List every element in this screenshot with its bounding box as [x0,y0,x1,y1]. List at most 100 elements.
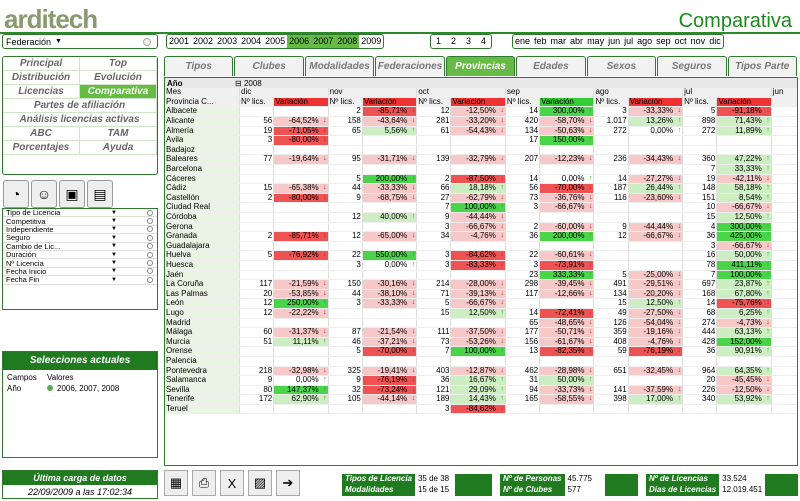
filter-row[interactable]: Duración ▼ [3,250,157,260]
tab-6[interactable]: Sexos [586,56,657,76]
table-row[interactable]: Granada 2 -85,71% ↓ 12 -65,00% ↓ 34 -4,76% ↓ 36 200… [165,231,797,242]
lics-col-header[interactable]: Nº lics. [505,97,541,108]
filter-row[interactable]: Tipo de Licencia ▼ [3,208,157,218]
variation-col-header[interactable]: Variación [362,97,418,108]
table-row[interactable]: Salamanca 9 0,00% ↑ 9 -76,19% ↓ 36 16,67% ↑ 31 50,0… [165,375,797,386]
table-row[interactable]: Jaén 23 333,33% ↑ 5 -25,00% ↓ 7 100,00% ↑ [165,270,797,281]
table-row[interactable]: Badajoz [165,145,797,156]
month-feb[interactable]: feb [534,36,547,46]
variation-col-header[interactable]: Variación [539,97,595,108]
tab-4[interactable]: Provincias [445,56,516,76]
table-row[interactable]: Ávila 3 -80,00% ↓ 17 150,00% ↑ [165,135,797,146]
tab-8[interactable]: Tipos Parte [727,56,797,76]
year-2006[interactable]: 2006 [287,35,312,48]
number-1[interactable]: 1 [436,36,442,46]
number-2[interactable]: 2 [451,36,457,46]
lics-col-header[interactable]: Nº lics. [239,97,275,108]
tab-0[interactable]: Tipos Licencia [164,56,234,91]
export-arrow-icon[interactable]: ➔ [276,470,300,496]
year-2004[interactable]: 2004 [241,36,262,46]
filter-row[interactable]: Independiente ▼ [3,225,157,235]
table-row[interactable]: Baleares 77 -19,64% ↓ 95 -31,71% ↓ 139 -32,79% ↓ 2… [165,154,797,166]
variation-col-header[interactable]: Variación [450,97,506,108]
year-2008[interactable]: 2008 [335,35,360,48]
menu-item[interactable]: TAM [80,127,157,140]
tab-2[interactable]: Modalidades [304,56,375,76]
menu-item[interactable]: Partes de afiliación [3,99,157,112]
table-row[interactable]: Huesca 3 0,00% ↑ 3 -83,33% ↓ 3 -73,91% ↓ 78 411,11%… [165,260,797,271]
month-oct[interactable]: oct [674,36,687,46]
table-row[interactable]: Las Palmas 20 -53,85% ↓ 44 -38,10% ↓ 71 -39,13% ↓… [165,289,797,300]
lics-col-header[interactable]: Nº lics. [593,97,629,108]
table-row[interactable]: Ciudad Real 7 100,00% ↑ 3 -66,67% ↓ 10 -66,67% ↓ [165,202,797,213]
table-row[interactable]: León 12 250,00% ↑ 3 -33,33% ↓ 5 -66,67% ↓ 15 12,50%… [165,298,797,309]
year-2007[interactable]: 2007 [311,35,336,48]
filter-row[interactable]: Fecha Fin ▼ [3,275,157,285]
table-row[interactable]: Gerona 3 -66,67% ↓ 2 -60,00% ↓ 9 -44,44% ↓ 4 300,00… [165,222,797,233]
menu-item[interactable]: Top [80,57,157,70]
month-ago[interactable]: ago [637,36,653,46]
filter-row[interactable]: Cambio de Lic... ▼ [3,242,157,251]
table-row[interactable]: Málaga 60 -31,37% ↓ 87 -21,54% ↓ 111 -37,50% ↓ 177… [165,327,797,338]
person-icon[interactable]: ☺ [31,180,57,208]
table-row[interactable]: Almería 19 -71,05% ↓ 65 5,56% ↑ 61 -54,43% ↓ 134 -5… [165,126,797,137]
table-row[interactable]: Orense 5 -70,00% ↓ 7 100,00% ↑ 13 -82,35% ↓ 59 -76,… [165,346,797,357]
menu-item[interactable]: Ayuda [80,141,157,154]
table-row[interactable]: Sevilla 80 147,37% ↑ 32 -73,24% ↓ 121 29,09% ↑ 94-… [165,385,797,396]
month-abr[interactable]: abr [570,36,584,46]
table-row[interactable]: Huelva 5 -76,92% ↓ 22 550,00% ↑ 3 -84,62% ↓ 22 -60,… [165,250,797,261]
document-icon[interactable]: ▤ [87,180,113,208]
number-3[interactable]: 3 [466,36,472,46]
year-2001[interactable]: 2001 [169,36,190,46]
table-row[interactable]: Lugo 12 -22,22% ↓ 15 12,50% ↑ 14 -72,41% ↓ 49 -27,5… [165,308,797,319]
table-row[interactable]: Guadalajara 3 -66,67% ↓ [165,241,797,252]
chart-icon[interactable]: ◔ [3,180,29,208]
table-row[interactable]: Teruel 3 -84,62% ↓ [165,404,797,415]
variation-col-header[interactable]: Variación [273,97,329,108]
menu-item[interactable]: Principal [3,57,80,70]
federacion-select[interactable]: Federación ▼ [2,34,158,49]
variation-col-header[interactable]: Variación [628,97,684,108]
province-col-header[interactable]: Provincia C... [165,97,241,108]
excel-icon[interactable]: X [220,470,244,496]
tab-5[interactable]: Edades [516,56,586,76]
table-row[interactable]: La Coruña 117 -21,59% ↓ 150 -30,16% ↓ 214 -28,00… [165,279,797,290]
table-row[interactable]: Cáceres 5 200,00% ↑ 2 -87,50% ↓ 14 0,00% ↑ 14 -27,2… [165,174,797,185]
lics-col-header[interactable]: Nº lics. [328,97,363,108]
menu-item[interactable]: Comparativa [80,85,157,98]
variation-col-header[interactable]: Variación [716,97,772,108]
menu-item[interactable]: Licencias [3,85,80,98]
year-2002[interactable]: 2002 [193,36,214,46]
filter-row[interactable]: Fecha Inicio ▼ [3,267,157,277]
month-jul[interactable]: jul [624,36,634,46]
menu-item[interactable]: Porcentajes [3,141,80,154]
menu-item[interactable]: Evolución [80,71,157,84]
table-row[interactable]: Pontevedra 218 -32,98% ↓ 325 -19,41% ↓ 403 -12,8… [165,366,797,377]
table-row[interactable]: Barcelona 7 33,33% ↑ [165,164,797,175]
cube-icon[interactable]: ▣ [59,180,85,208]
table-row[interactable]: Palencia [165,356,797,367]
table-row[interactable]: Tenerife 172 62,90% ↑ 105 -44,14% ↓ 189 14,43% ↑ 1… [165,394,797,405]
month-may[interactable]: may [587,36,605,46]
year-2009[interactable]: 2009 [361,36,382,46]
month-nov[interactable]: nov [690,36,706,46]
image-icon[interactable]: ▨ [248,470,272,496]
menu-item[interactable]: ABC [3,127,80,140]
tab-7[interactable]: Seguros [657,56,727,76]
filter-row[interactable]: Competitiva ▼ [3,217,157,226]
number-4[interactable]: 4 [481,36,487,46]
table-icon[interactable]: ▦ [164,470,188,496]
year-2005[interactable]: 2005 [265,36,286,46]
year-2003[interactable]: 2003 [217,36,238,46]
month-mar[interactable]: mar [550,36,567,46]
print-icon[interactable]: ⎙ [192,470,216,496]
table-row[interactable]: Córdoba 12 40,00% ↑ 9 -44,44% ↓ 15 12,50% ↑ [165,212,797,223]
menu-item[interactable]: Análisis licencias activas [3,113,157,126]
month-dic[interactable]: dic [709,36,721,46]
filter-row[interactable]: Nº Licencia ▼ [3,259,157,268]
selection-row[interactable]: Año 2006, 2007, 2008 [3,382,157,395]
table-row[interactable]: Castellón 2 -80,00% ↓ 9 -68,75% ↓ 27 -62,79% ↓ 73-… [165,193,797,204]
table-row[interactable]: Murcia 51 11,11% ↑ 46 -37,21% ↓ 73 -53,26% ↓ 156 -6… [165,337,797,348]
month-sep[interactable]: sep [656,36,671,46]
month-ene[interactable]: ene [515,36,531,46]
